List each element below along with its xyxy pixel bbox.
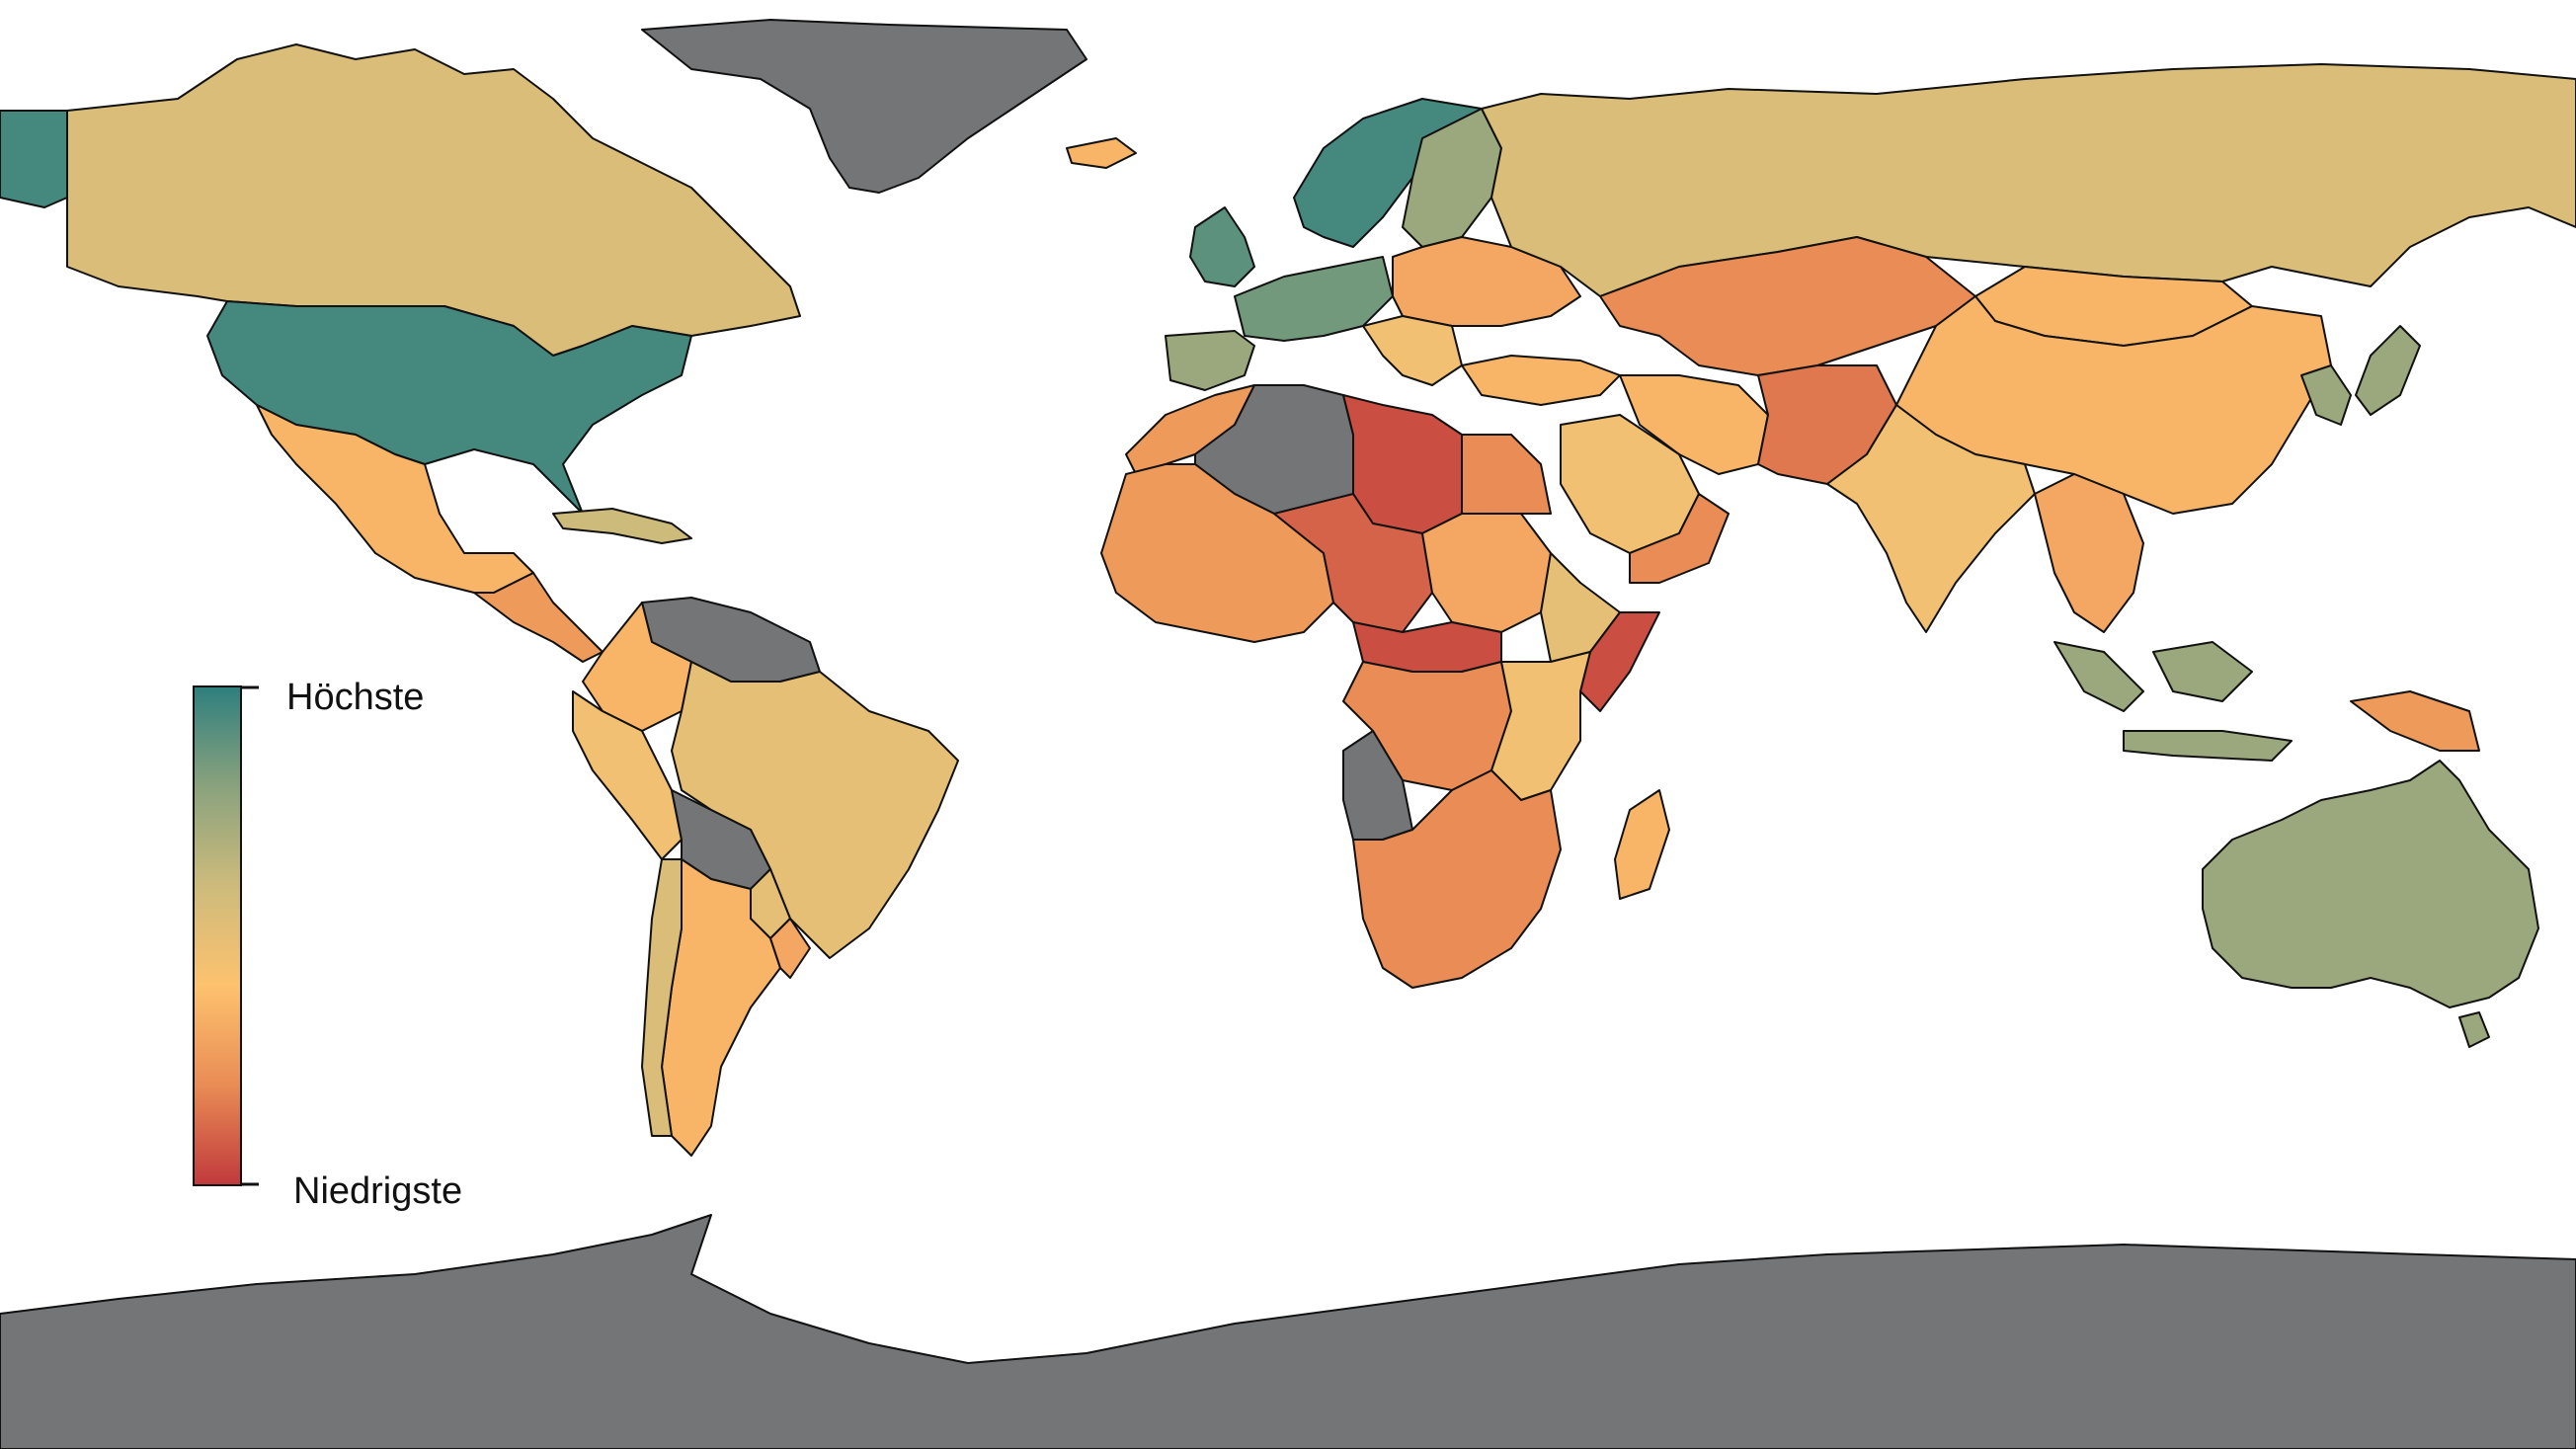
region-india[interactable]	[1826, 404, 2036, 633]
region-russia[interactable]	[1481, 63, 2576, 297]
region-yemen-oman[interactable]	[1629, 493, 1730, 584]
region-indonesia-malaysia[interactable]	[2053, 641, 2293, 762]
region-uruguay[interactable]	[769, 918, 811, 979]
region-new-zealand[interactable]	[2458, 1011, 2490, 1048]
region-chile[interactable]	[641, 858, 683, 1137]
region-peru-ecuador[interactable]	[572, 690, 683, 860]
region-central-america[interactable]	[473, 572, 604, 663]
region-southern-africa[interactable]	[1352, 769, 1562, 989]
region-antarctica[interactable]	[0, 1214, 2576, 1449]
region-australia[interactable]	[2202, 760, 2539, 1008]
land-layer	[0, 19, 2576, 1449]
region-caribbean[interactable]	[552, 508, 692, 544]
region-iceland[interactable]	[1066, 137, 1137, 169]
region-greenland[interactable]	[641, 19, 1087, 194]
region-korea-japan[interactable]	[2300, 325, 2421, 426]
region-western-europe[interactable]	[1234, 256, 1394, 342]
region-caucasus-central-asia[interactable]	[1599, 236, 1976, 376]
legend: Höchste Niedrigste	[193, 677, 462, 1212]
legend-high-label: Höchste	[286, 677, 424, 718]
region-west-africa[interactable]	[1100, 463, 1334, 643]
region-usa[interactable]	[206, 300, 692, 515]
region-uk-ireland[interactable]	[1189, 206, 1255, 287]
legend-low-label: Niedrigste	[293, 1170, 462, 1212]
region-eastern-europe[interactable]	[1392, 236, 1581, 327]
region-madagascar[interactable]	[1614, 789, 1670, 900]
region-iberia[interactable]	[1165, 330, 1255, 391]
region-egypt[interactable]	[1461, 434, 1552, 515]
region-turkey[interactable]	[1461, 355, 1621, 406]
region-balkans[interactable]	[1362, 315, 1463, 386]
region-sudan[interactable]	[1421, 513, 1552, 633]
region-southeast-asia[interactable]	[2034, 473, 2144, 633]
legend-color-bar	[193, 685, 242, 1186]
region-niger-chad[interactable]	[1273, 493, 1433, 633]
region-alaska[interactable]	[0, 110, 68, 208]
region-east-africa[interactable]	[1490, 651, 1591, 801]
region-papua-new-guinea[interactable]	[2350, 690, 2480, 752]
